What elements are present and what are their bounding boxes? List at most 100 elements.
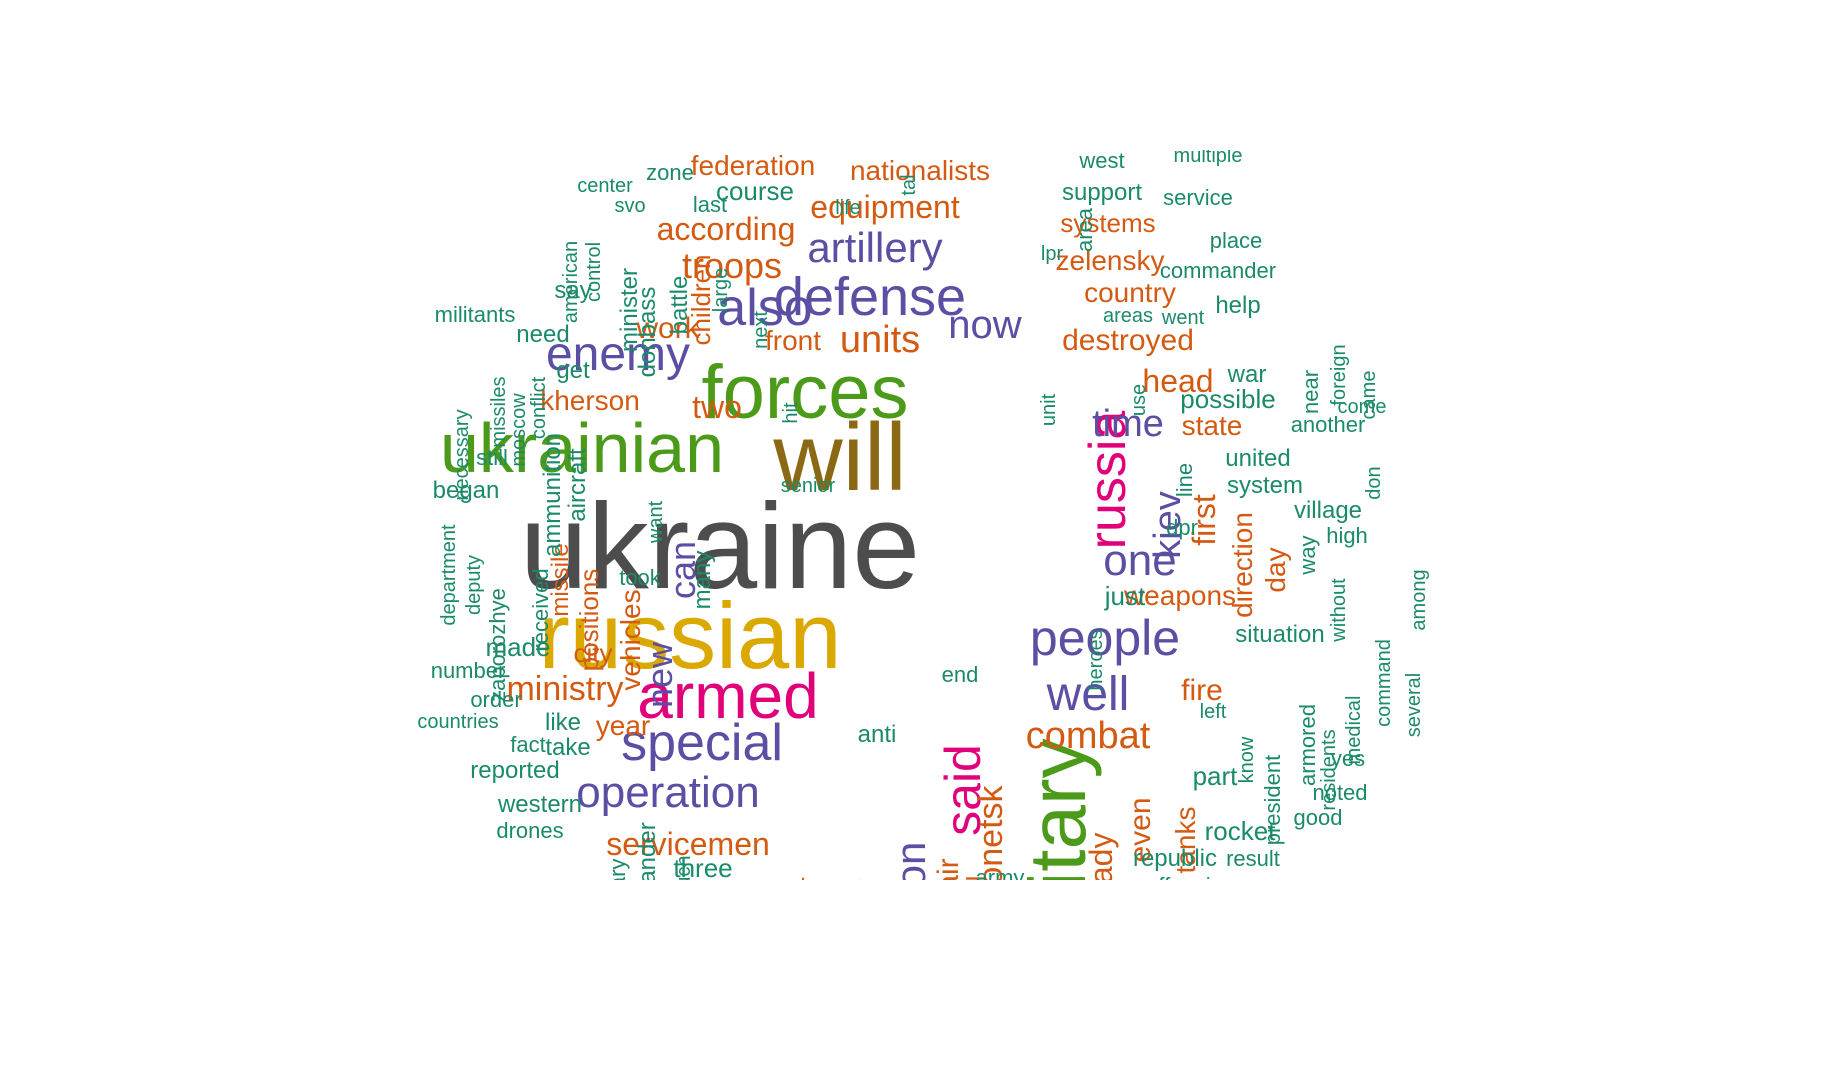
- word-ministry: ministry: [506, 670, 623, 708]
- word-command: command: [1373, 639, 1395, 727]
- word-ukraine: ukraine: [520, 478, 920, 614]
- word-combat: combat: [1026, 715, 1151, 757]
- word-life: life: [835, 197, 861, 219]
- word-foreign: foreign: [1328, 344, 1350, 405]
- word-service: service: [1163, 185, 1233, 210]
- word-don: don: [1363, 466, 1385, 499]
- word-course: course: [716, 176, 794, 206]
- word-commander: commander: [1160, 258, 1276, 283]
- word-result: result: [1226, 846, 1280, 871]
- word-conflict: conflict: [528, 376, 550, 439]
- word-residents: residents: [1318, 729, 1340, 810]
- word-positions: positions: [574, 569, 604, 672]
- word-large: large: [710, 268, 732, 312]
- word-alexander: alexander: [634, 822, 661, 927]
- word-just: just: [1104, 581, 1146, 611]
- word-need: need: [516, 321, 569, 348]
- word-situation: situation: [1235, 621, 1324, 648]
- word-children: children: [686, 254, 716, 345]
- word-day: day: [1260, 547, 1291, 592]
- word-went: went: [1161, 307, 1205, 329]
- word-russian: russian: [538, 583, 841, 688]
- word-president: president: [1260, 755, 1285, 846]
- word-unit: unit: [1038, 393, 1060, 426]
- word-end: end: [942, 662, 979, 687]
- word-minister: minister: [616, 268, 643, 352]
- word-control: control: [583, 242, 605, 302]
- word-servicemen: servicemen: [606, 826, 770, 862]
- word-use: use: [1128, 384, 1150, 416]
- word-svo: svo: [614, 195, 645, 217]
- word-village: village: [1294, 497, 1362, 524]
- word-missiles: missiles: [488, 376, 510, 447]
- word-drones: drones: [496, 818, 563, 843]
- word-one: one: [1103, 536, 1176, 585]
- word-near: near: [1298, 370, 1323, 414]
- word-western: western: [497, 791, 582, 818]
- word-head: head: [1142, 363, 1213, 399]
- word-possible: possible: [1180, 384, 1275, 414]
- word-russia: russia: [1079, 411, 1137, 550]
- word-heroes: heroes: [1085, 629, 1107, 690]
- word-took: took: [619, 565, 662, 590]
- word-special: special: [621, 714, 783, 772]
- word-country: country: [1084, 277, 1176, 308]
- word-military: military: [1013, 738, 1102, 991]
- word-even: even: [1124, 797, 1157, 862]
- word-work: work: [635, 312, 700, 345]
- word-equipment: equipment: [810, 189, 960, 225]
- word-two: two: [692, 389, 742, 425]
- word-yes: yes: [1331, 746, 1365, 771]
- word-many: many: [689, 551, 716, 610]
- word-new: new: [639, 641, 680, 708]
- word-area: area: [1072, 207, 1097, 252]
- word-good: good: [1294, 805, 1343, 830]
- word-state: state: [1182, 410, 1243, 441]
- word-zaporozhye: zaporozhye: [485, 588, 510, 702]
- word-last: last: [693, 192, 727, 217]
- word-war: war: [1227, 361, 1267, 388]
- word-republic: republic: [1133, 845, 1217, 872]
- word-systems: systems: [1060, 208, 1155, 238]
- word-also: also: [717, 279, 812, 337]
- word-army: army: [976, 865, 1025, 890]
- word-armed: armed: [637, 660, 818, 732]
- word-get: get: [556, 357, 590, 384]
- word-hit: hit: [780, 402, 802, 424]
- word-department: department: [438, 524, 460, 626]
- word-donetsk: donetsk: [972, 784, 1010, 904]
- word-zelensky: zelensky: [1056, 245, 1165, 276]
- word-aircraft: aircraft: [564, 448, 591, 522]
- word-united: united: [1225, 445, 1290, 472]
- word-multiple: multiple: [1174, 145, 1243, 167]
- word-well: well: [1046, 668, 1130, 721]
- word-city: city: [574, 638, 613, 668]
- word-system: system: [1227, 472, 1303, 499]
- word-came: came: [1358, 371, 1380, 420]
- word-front: front: [765, 325, 821, 356]
- word-can: can: [662, 541, 703, 599]
- word-armored: armored: [1295, 704, 1320, 786]
- word-moscow: moscow: [508, 393, 530, 467]
- word-artillery: artillery: [807, 224, 942, 271]
- word-say: say: [554, 277, 591, 304]
- word-want: want: [645, 500, 667, 544]
- word-west: west: [1078, 148, 1124, 173]
- word-center: center: [577, 175, 633, 197]
- word-come: come: [1338, 396, 1387, 418]
- word-ukrainian: ukrainian: [440, 409, 724, 487]
- word-fire: fire: [1181, 674, 1223, 707]
- word-destroyed: destroyed: [1062, 324, 1194, 357]
- word-will: will: [772, 404, 906, 511]
- word-rocket: rocket: [1205, 816, 1277, 846]
- word-year: year: [596, 710, 650, 741]
- word-already: already: [1083, 833, 1119, 938]
- word-countries: countries: [417, 711, 498, 733]
- word-according: according: [657, 211, 796, 247]
- word-three: three: [673, 853, 732, 883]
- word-part: part: [1193, 761, 1239, 791]
- word-take: take: [545, 734, 590, 761]
- word-areas: areas: [1103, 305, 1153, 327]
- word-fact: fact: [510, 732, 545, 757]
